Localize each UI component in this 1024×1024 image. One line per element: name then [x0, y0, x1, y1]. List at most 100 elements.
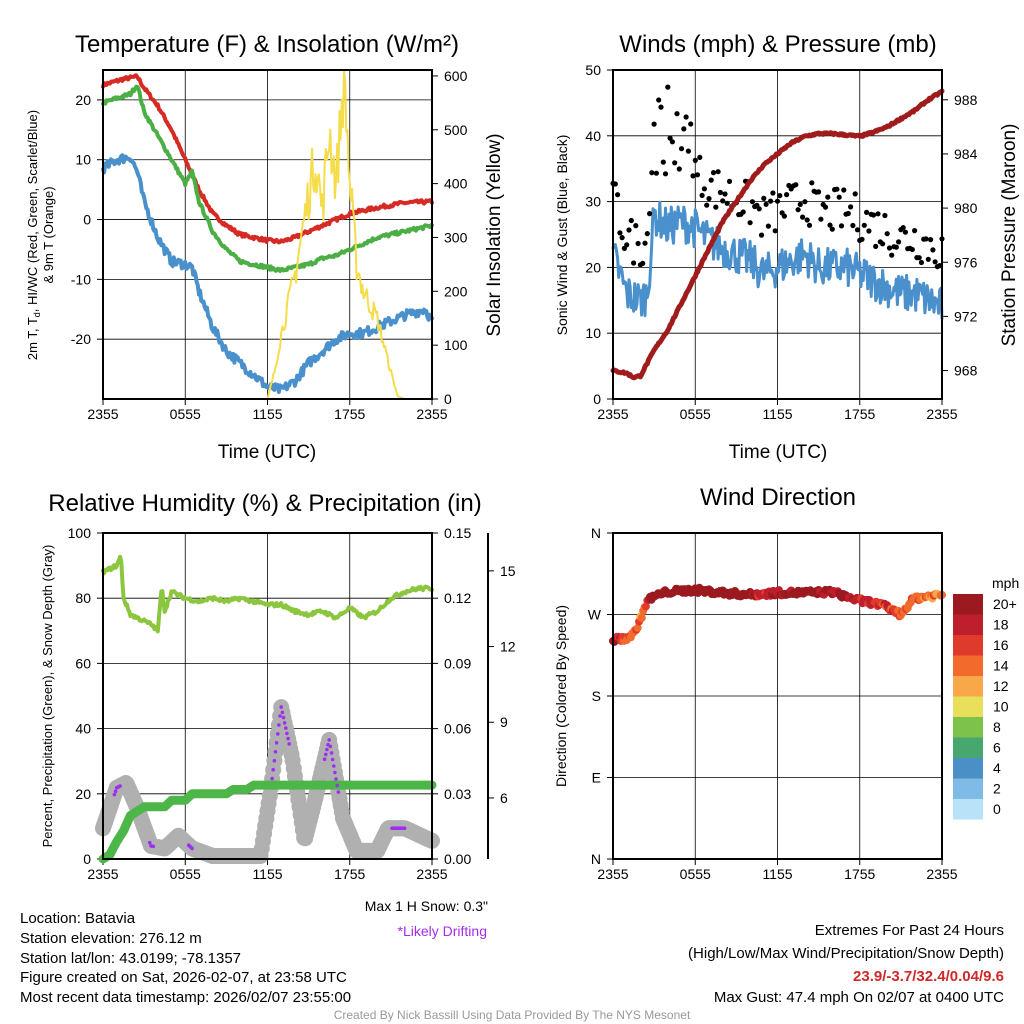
precip-y2-tick-label: 0.06: [444, 721, 471, 737]
gust-point: [672, 160, 678, 166]
direction-point: [633, 623, 642, 632]
gust-point: [827, 222, 833, 228]
gust-point: [633, 223, 639, 229]
gust-point: [848, 204, 854, 210]
gust-point: [886, 245, 893, 251]
direction-y-tick-label: E: [592, 770, 601, 786]
gust-point: [918, 259, 925, 266]
drifting-point: [332, 764, 336, 768]
drifting-point: [118, 784, 122, 788]
drifting-point: [328, 744, 333, 749]
gust-point: [635, 240, 641, 247]
drifting-point: [272, 758, 277, 763]
rh-y-tick-label: 60: [75, 655, 91, 671]
gust-point: [747, 220, 753, 226]
drifting-point: [271, 767, 276, 772]
temp-y-title-b: , HI/WC (Red, Green, Scarlet/Blue): [25, 110, 40, 312]
gust-point: [774, 198, 781, 204]
gust-point: [866, 228, 872, 234]
credit-text: Created By Nick Bassill Using Data Provi…: [334, 1008, 691, 1022]
max-gust: Max Gust: 47.4 mph On 02/07 at 0400 UTC: [714, 989, 1004, 1006]
drifting-point: [324, 752, 328, 757]
wind-direction-title: Wind Direction: [700, 484, 856, 511]
legend-swatch: [953, 594, 983, 615]
gust-point: [825, 194, 831, 200]
gust-point: [713, 204, 719, 210]
recent-data-timestamp: Most recent data timestamp: 2026/02/07 2…: [20, 989, 351, 1006]
gust-point: [692, 157, 698, 163]
wind-direction-y-title: Direction (Colored By Speed): [553, 605, 569, 787]
snow-y3-tick-label: 12: [500, 639, 516, 655]
gust-point: [756, 206, 762, 212]
gust-point: [912, 228, 918, 234]
snow-y3-tick-label: 9: [500, 714, 508, 730]
legend-label: 8: [993, 719, 1001, 735]
gust-point: [902, 229, 909, 235]
gust-point: [793, 182, 799, 188]
temp-x-tick-label: 2355: [416, 406, 447, 422]
legend-swatch: [953, 737, 983, 758]
direction-x-tick-label: 2355: [926, 866, 957, 882]
gust-point: [768, 198, 774, 204]
gust-point: [861, 222, 867, 228]
drifting-point: [276, 732, 280, 736]
gust-point: [761, 195, 767, 201]
drifting-point: [402, 826, 407, 830]
temp-plot-area: 2355 0555 1155 1755 2355 -20 -10 0 10 20: [71, 70, 448, 422]
gust-point: [818, 216, 824, 222]
drifting-point: [274, 741, 279, 745]
precip-y2-tick-label: 0.15: [444, 525, 471, 541]
gust-point: [619, 235, 625, 241]
temp-y-tick-label: -20: [71, 331, 91, 347]
direction-point: [641, 602, 650, 611]
gust-point: [649, 170, 655, 176]
gust-point: [816, 189, 822, 195]
temp-y-title-a: 2m T, T: [25, 317, 40, 360]
winds-x-title: Time (UTC): [729, 442, 828, 463]
gust-point: [642, 240, 648, 246]
gust-point: [706, 196, 712, 202]
drifting-point: [151, 844, 156, 849]
rh-x-tick-label: 1155: [252, 866, 282, 882]
max-snow-note: Max 1 H Snow: 0.3": [365, 898, 488, 914]
gust-point: [834, 186, 840, 192]
drifting-point: [329, 751, 334, 755]
station-elevation: Station elevation: 276.12 m: [20, 930, 202, 947]
drifting-point: [270, 776, 274, 781]
temp-y-title: 2m T, Td, HI/WC (Red, Green, Scarlet/Blu…: [25, 110, 56, 360]
winds-x-tick-label: 1755: [844, 406, 875, 422]
gust-point: [880, 241, 886, 247]
gust-point: [626, 227, 632, 233]
pressure-y2-tick-label: 988: [954, 92, 978, 108]
gust-point: [653, 170, 660, 176]
gust-point: [932, 259, 938, 265]
gust-point: [884, 231, 890, 237]
gust-point: [640, 260, 646, 266]
gust-point: [758, 232, 765, 238]
gust-point: [928, 237, 934, 243]
temp-y-tick-label: 0: [83, 212, 91, 228]
gust-point: [694, 172, 701, 178]
pressure-y2-tick-label: 976: [954, 254, 978, 270]
pressure-y2-tick-label: 984: [954, 146, 978, 162]
drifting-point: [148, 840, 152, 845]
series-line-sonic-wind: [611, 200, 944, 320]
gust-point: [795, 207, 801, 213]
winds-y-tick-label: 0: [593, 391, 601, 407]
gust-point: [859, 236, 865, 242]
extremes-title: Extremes For Past 24 Hours: [815, 922, 1004, 939]
gust-point: [802, 199, 808, 205]
gust-point: [669, 139, 676, 145]
gust-point: [690, 173, 696, 179]
temp-chart-title: Temperature (F) & Insolation (W/m²): [75, 31, 459, 58]
legend-swatch: [953, 778, 983, 799]
gust-point: [777, 193, 783, 199]
gust-point: [781, 213, 788, 219]
gust-point: [925, 256, 931, 262]
drifting-point: [330, 757, 335, 762]
gust-point: [662, 171, 669, 177]
gust-point: [797, 201, 803, 207]
gust-point: [838, 223, 845, 229]
gust-point: [882, 212, 888, 219]
drifting-point: [282, 721, 287, 725]
